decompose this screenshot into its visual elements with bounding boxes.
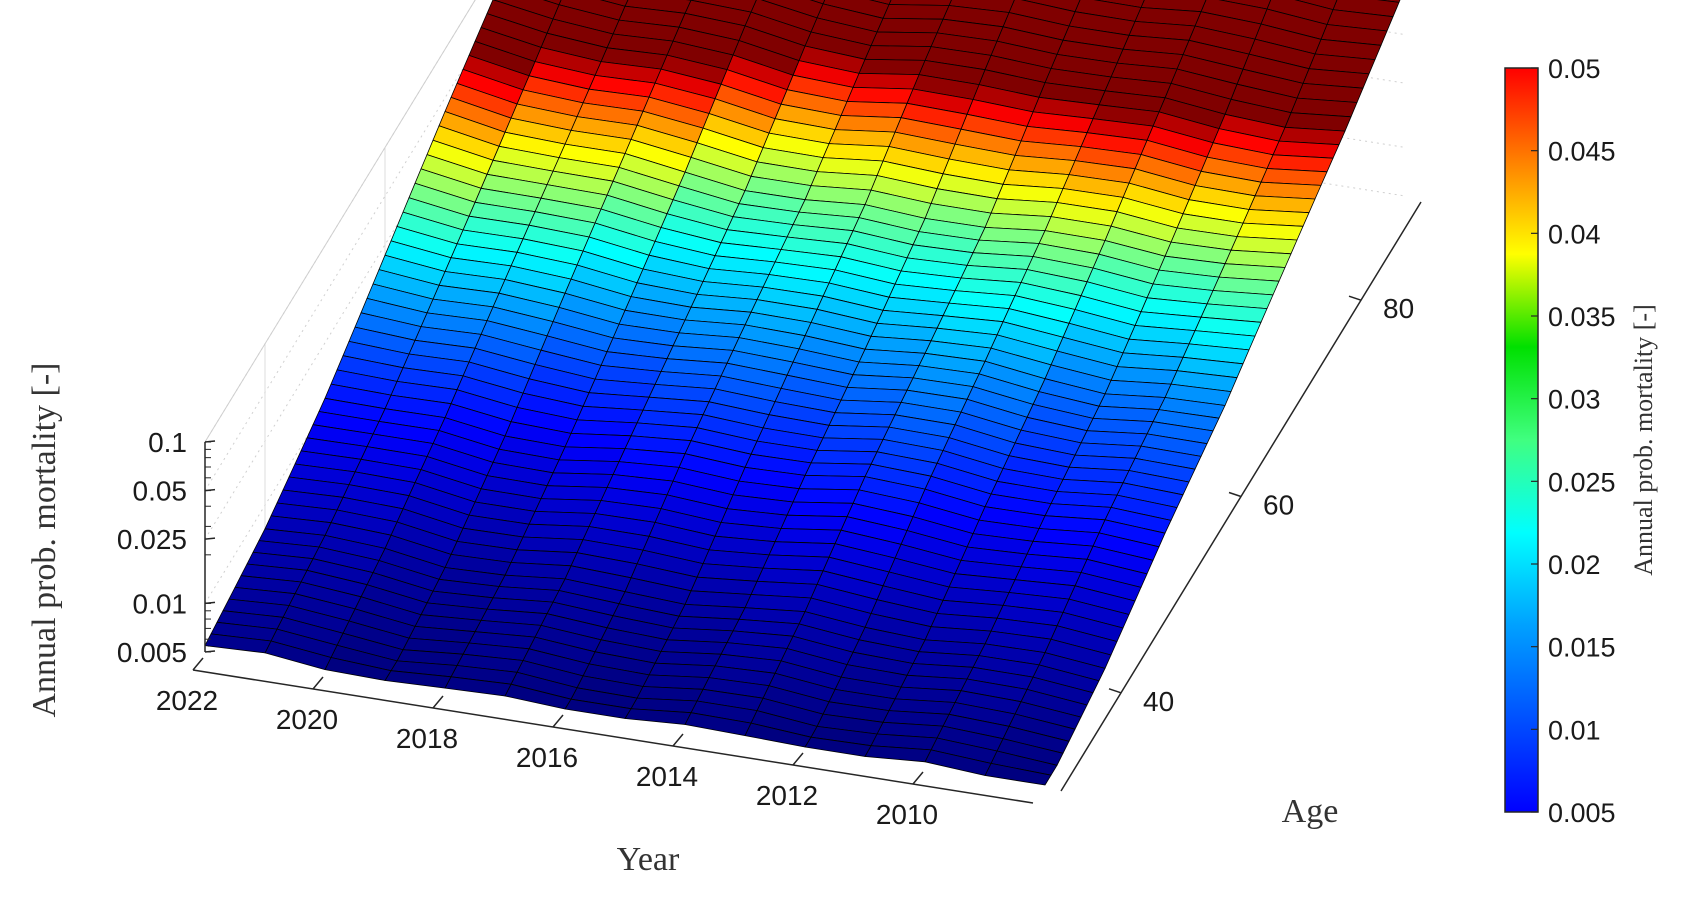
- colorbar: 0.005 0.01 0.015 0.02 0.025 0.03 0.035 0.04 0.04…: [1504, 54, 1658, 828]
- surface-patch: [792, 488, 860, 504]
- y-axis-title: Age: [1282, 793, 1339, 830]
- surface-patch: [804, 462, 872, 478]
- surface-plot: [204, 0, 1401, 786]
- x-tick: [192, 657, 204, 671]
- x-tick: [792, 752, 804, 766]
- x-tick: [552, 714, 564, 728]
- surface-patch: [882, 4, 950, 20]
- x-axis-title: Year: [617, 841, 680, 878]
- surface-patch: [810, 449, 878, 465]
- y-tick-label: 40: [1143, 686, 1174, 717]
- surface-patch: [786, 501, 854, 518]
- y-tick-label: 60: [1263, 490, 1294, 521]
- y-tick: [1228, 491, 1242, 498]
- surface-patch: [204, 633, 272, 654]
- x-tick: [912, 771, 924, 785]
- z-tick: [204, 537, 216, 540]
- surface-patch: [774, 528, 842, 545]
- z-tick-label: 0.05: [133, 476, 188, 507]
- surface-patch: [852, 73, 920, 90]
- colorbar-tick-label: 0.02: [1548, 550, 1601, 580]
- colorbar-tick-label: 0.04: [1548, 219, 1601, 249]
- surface-patch: [864, 45, 932, 61]
- x-tick: [672, 733, 684, 747]
- y-tick: [1348, 295, 1362, 301]
- surface-patch: [870, 31, 938, 47]
- z-axis-title: Annual prob. mortality [-]: [26, 362, 63, 717]
- colorbar-title: Annual prob. mortality [-]: [1629, 304, 1658, 576]
- surface-patch: [546, 472, 614, 488]
- x-tick-label: 2010: [876, 799, 938, 830]
- z-tick-label: 0.01: [133, 588, 188, 619]
- y-tick: [1108, 688, 1122, 694]
- surface-patch: [858, 58, 926, 75]
- surface-patch: [798, 474, 866, 491]
- surface-patch: [834, 399, 902, 416]
- z-tick-label: 0.1: [148, 427, 187, 458]
- surface-patch: [534, 498, 602, 514]
- surface-patch: [840, 101, 908, 119]
- surface-patch: [876, 17, 944, 34]
- z-tick-label: 0.005: [117, 637, 187, 668]
- x-axis-line: [192, 669, 1034, 804]
- x-tick-label: 2014: [636, 761, 698, 792]
- x-tick: [432, 695, 444, 709]
- surface-patch: [828, 412, 896, 428]
- colorbar-tick-label: 0.025: [1548, 467, 1616, 497]
- colorbar-tick-label: 0.01: [1548, 715, 1601, 745]
- colorbar-gradient: [1504, 67, 1539, 813]
- colorbar-tick-label: 0.045: [1548, 137, 1616, 167]
- surface-patch: [822, 424, 890, 440]
- surface-patch: [768, 541, 836, 558]
- x-tick-label: 2018: [396, 723, 458, 754]
- x-tick-label: 2022: [156, 685, 218, 716]
- wall-edge: [204, 0, 476, 443]
- x-tick-label: 2016: [516, 742, 578, 773]
- x-tick: [312, 676, 324, 690]
- surface-patch: [564, 432, 632, 450]
- x-tick-label: 2020: [276, 704, 338, 735]
- surface-patch: [552, 459, 620, 475]
- surface-patch: [558, 446, 626, 463]
- colorbar-tick-label: 0.05: [1548, 54, 1601, 84]
- surface-patch: [816, 437, 884, 453]
- z-tick-label: 0.025: [117, 524, 187, 555]
- colorbar-tick-label: 0.005: [1548, 798, 1616, 828]
- surface-patch: [780, 514, 848, 531]
- colorbar-tick-label: 0.035: [1548, 302, 1616, 332]
- axes: 0.005 0.01 0.025 0.05 0.1 2022 2020 2018 2016 201…: [26, 201, 1422, 878]
- colorbar-tick-label: 0.015: [1548, 633, 1616, 663]
- surface-patch: [834, 115, 902, 133]
- x-tick-label: 2012: [756, 780, 818, 811]
- colorbar-tick-label: 0.03: [1548, 385, 1601, 415]
- surface-patch: [846, 87, 914, 104]
- y-tick-label: 80: [1383, 293, 1414, 324]
- surface-patch: [540, 485, 608, 501]
